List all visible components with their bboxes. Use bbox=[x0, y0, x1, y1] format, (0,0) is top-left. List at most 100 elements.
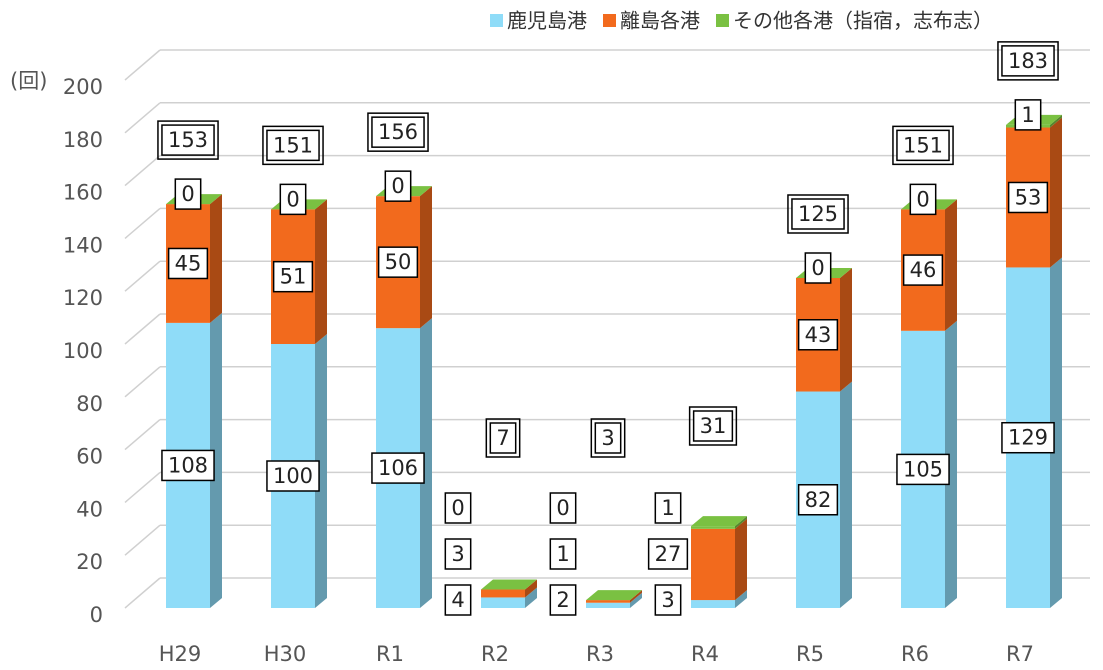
value-label bbox=[1001, 421, 1055, 454]
bar-side bbox=[630, 592, 642, 608]
grid-line bbox=[124, 366, 161, 398]
total-label bbox=[485, 418, 521, 458]
total-label-text: 7 bbox=[496, 426, 509, 450]
total-label-box bbox=[594, 422, 622, 454]
value-label-text: 1 bbox=[661, 496, 674, 520]
x-tick-label: H30 bbox=[264, 642, 307, 666]
total-label bbox=[262, 125, 324, 166]
value-label-text: 129 bbox=[1008, 426, 1048, 450]
total-label-box-outer bbox=[892, 125, 954, 166]
total-label-box bbox=[489, 422, 517, 454]
value-label bbox=[902, 254, 944, 286]
y-tick-label: 40 bbox=[76, 497, 103, 521]
value-label-text: 1 bbox=[1021, 103, 1034, 127]
value-label bbox=[444, 538, 472, 570]
bar-segment bbox=[691, 526, 735, 529]
total-label-text: 125 bbox=[798, 202, 838, 226]
grid-line bbox=[124, 577, 161, 609]
value-label-box bbox=[377, 246, 419, 278]
bar-side bbox=[1050, 114, 1062, 128]
y-tick-label: 140 bbox=[63, 233, 103, 257]
bar-segment bbox=[691, 600, 735, 608]
total-label-box bbox=[371, 116, 425, 148]
value-label-text: 0 bbox=[181, 182, 194, 206]
bar-top bbox=[586, 590, 642, 601]
total-label bbox=[157, 120, 219, 160]
bar-side bbox=[210, 194, 222, 323]
value-label-box bbox=[1007, 181, 1049, 214]
value-label-text: 3 bbox=[451, 542, 464, 566]
total-label-box-outer bbox=[367, 112, 429, 152]
bar-side bbox=[525, 587, 537, 608]
bar-side bbox=[315, 334, 327, 608]
x-tick-label: H29 bbox=[159, 642, 202, 666]
value-label-text: 0 bbox=[556, 496, 569, 520]
total-label-text: 153 bbox=[168, 128, 208, 152]
bar-segment bbox=[586, 602, 630, 608]
value-label-text: 108 bbox=[168, 453, 208, 477]
grid-line bbox=[124, 155, 161, 187]
value-label bbox=[549, 538, 577, 570]
grid-line bbox=[124, 207, 161, 239]
x-tick-label: R7 bbox=[1006, 642, 1034, 666]
total-label-text: 151 bbox=[903, 133, 943, 157]
bar-top bbox=[691, 516, 747, 527]
value-label bbox=[279, 183, 307, 216]
value-label-box bbox=[896, 453, 950, 486]
value-label-box bbox=[654, 584, 682, 616]
total-label-box bbox=[1001, 45, 1055, 77]
grid-line bbox=[124, 102, 161, 134]
bar-side bbox=[630, 590, 642, 603]
value-label-text: 46 bbox=[910, 258, 937, 282]
value-label-text: 50 bbox=[385, 250, 412, 274]
bar-side bbox=[1050, 117, 1062, 268]
value-label bbox=[272, 260, 314, 293]
value-label-box bbox=[654, 492, 682, 524]
value-label bbox=[654, 584, 682, 616]
value-label-text: 51 bbox=[280, 265, 307, 289]
y-tick-label: 160 bbox=[63, 181, 103, 205]
total-label bbox=[688, 406, 738, 446]
value-label-box bbox=[444, 584, 472, 616]
total-label-box bbox=[161, 124, 215, 156]
value-label bbox=[647, 538, 689, 570]
x-tick-label: R2 bbox=[481, 642, 509, 666]
bar-side bbox=[840, 268, 852, 392]
total-label-box bbox=[896, 129, 950, 162]
value-label bbox=[549, 492, 577, 524]
bar-side bbox=[420, 186, 432, 329]
value-label bbox=[1014, 99, 1042, 131]
total-label bbox=[367, 112, 429, 152]
value-label bbox=[797, 484, 839, 516]
value-label-box bbox=[444, 538, 472, 570]
value-label-box bbox=[549, 538, 577, 570]
y-tick-label: 120 bbox=[63, 286, 103, 310]
value-label bbox=[174, 178, 202, 210]
bar-segment bbox=[691, 528, 735, 601]
value-label bbox=[167, 247, 209, 280]
total-label-box-outer bbox=[787, 194, 849, 234]
value-label-text: 27 bbox=[655, 542, 682, 566]
x-tick-label: R3 bbox=[586, 642, 614, 666]
grid-line bbox=[124, 49, 161, 81]
total-label bbox=[892, 125, 954, 166]
bar-side bbox=[735, 516, 747, 529]
value-label bbox=[371, 452, 425, 484]
bar-side bbox=[945, 199, 957, 331]
total-label-box-outer bbox=[262, 125, 324, 166]
value-label bbox=[384, 170, 412, 202]
bar-side bbox=[210, 312, 222, 608]
total-label bbox=[997, 41, 1059, 81]
value-label-box bbox=[797, 484, 839, 516]
value-label-text: 82 bbox=[805, 488, 832, 512]
y-tick-label: 80 bbox=[76, 392, 103, 416]
legend-swatch bbox=[716, 14, 729, 27]
bar-side bbox=[1050, 257, 1062, 608]
value-label-text: 45 bbox=[175, 251, 202, 275]
total-label-text: 31 bbox=[700, 414, 727, 438]
total-label-box-outer bbox=[997, 41, 1059, 81]
legend-swatch bbox=[603, 14, 616, 27]
y-tick-label: 200 bbox=[63, 75, 103, 99]
value-label-box bbox=[647, 538, 689, 570]
